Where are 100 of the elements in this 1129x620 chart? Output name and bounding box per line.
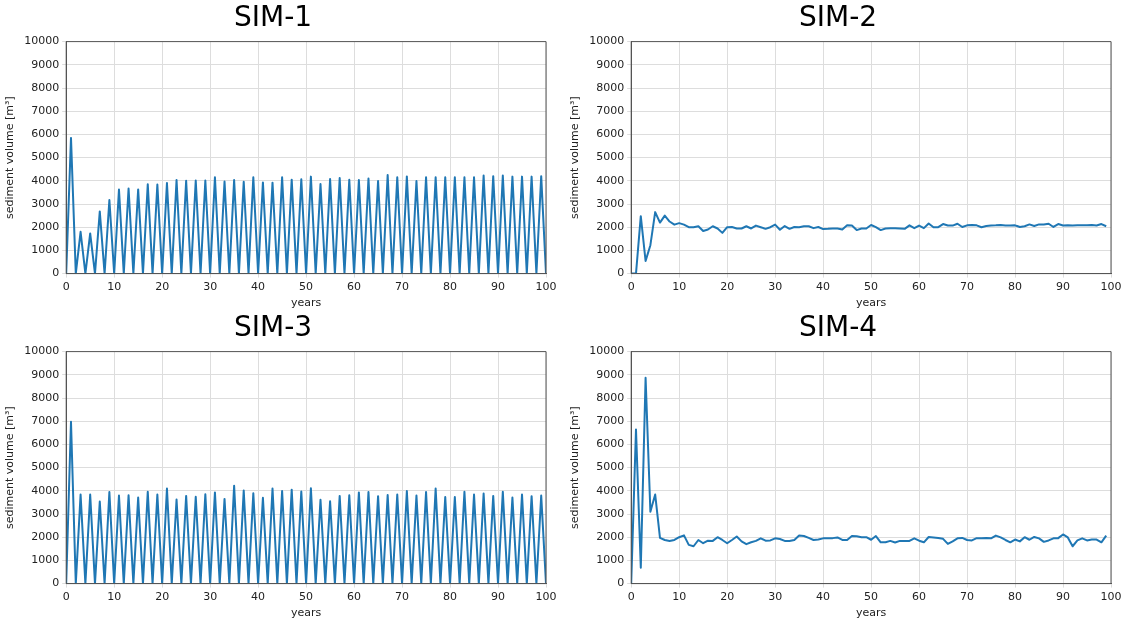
y-tick-label: 0 — [52, 576, 60, 590]
x-tick-label: 80 — [443, 590, 458, 604]
y-axis-title: sediment volume [m³] — [3, 96, 17, 219]
chart-title: SIM-1 — [233, 0, 313, 34]
y-tick-label: 8000 — [31, 80, 60, 94]
y-tick-label: 5000 — [31, 460, 60, 474]
y-tick-label: 9000 — [596, 367, 625, 381]
y-axis-title: sediment volume [m³] — [568, 406, 582, 529]
y-tick-label: 9000 — [596, 57, 625, 71]
y-tick-label: 2000 — [31, 530, 60, 544]
y-tick-label: 10000 — [24, 34, 60, 48]
x-tick-label: 90 — [1056, 280, 1071, 294]
y-tick-label: 4000 — [596, 173, 625, 187]
y-tick-label: 4000 — [31, 483, 60, 497]
x-tick-label: 40 — [816, 280, 831, 294]
x-tick-label: 40 — [251, 590, 266, 604]
y-tick-label: 8000 — [596, 80, 625, 94]
x-tick-label: 10 — [107, 590, 122, 604]
x-axis-title: years — [290, 606, 322, 620]
x-tick-label: 30 — [203, 280, 218, 294]
y-tick-label: 7000 — [31, 414, 60, 428]
y-tick-label: 6000 — [596, 127, 625, 141]
x-tick-label: 100 — [1100, 280, 1122, 294]
y-tick-label: 9000 — [31, 57, 60, 71]
x-tick-label: 20 — [720, 590, 735, 604]
x-tick-label: 60 — [347, 280, 362, 294]
x-tick-label: 10 — [672, 590, 687, 604]
x-tick-label: 0 — [627, 280, 635, 294]
x-tick-label: 10 — [107, 280, 122, 294]
y-tick-label: 2000 — [31, 220, 60, 234]
x-tick-label: 50 — [864, 280, 879, 294]
y-tick-label: 2000 — [596, 530, 625, 544]
x-tick-label: 90 — [1056, 590, 1071, 604]
y-tick-label: 7000 — [31, 104, 60, 118]
x-tick-label: 40 — [816, 590, 831, 604]
y-tick-label: 0 — [617, 266, 625, 280]
x-tick-label: 70 — [395, 590, 410, 604]
y-tick-label: 4000 — [596, 483, 625, 497]
y-tick-label: 3000 — [31, 196, 60, 210]
x-tick-label: 80 — [443, 280, 458, 294]
x-tick-label: 0 — [62, 280, 70, 294]
y-tick-label: 8000 — [31, 390, 60, 404]
y-tick-label: 6000 — [31, 127, 60, 141]
y-tick-label: 2000 — [596, 220, 625, 234]
y-tick-label: 10000 — [589, 344, 625, 358]
x-tick-label: 90 — [491, 590, 506, 604]
x-tick-label: 100 — [1100, 590, 1122, 604]
x-tick-label: 100 — [535, 280, 557, 294]
x-tick-label: 60 — [347, 590, 362, 604]
y-tick-label: 5000 — [596, 460, 625, 474]
y-tick-label: 7000 — [596, 414, 625, 428]
x-tick-label: 30 — [768, 590, 783, 604]
x-tick-label: 20 — [155, 280, 170, 294]
x-tick-label: 50 — [299, 590, 314, 604]
y-tick-label: 1000 — [596, 243, 625, 257]
x-tick-label: 100 — [535, 590, 557, 604]
y-tick-label: 8000 — [596, 390, 625, 404]
chart-title: SIM-4 — [798, 310, 878, 344]
y-tick-label: 1000 — [31, 243, 60, 257]
y-tick-label: 6000 — [31, 437, 60, 451]
chart-title: SIM-2 — [798, 0, 878, 34]
y-tick-label: 1000 — [31, 553, 60, 567]
y-tick-label: 0 — [52, 266, 60, 280]
y-tick-label: 9000 — [31, 367, 60, 381]
x-tick-label: 60 — [912, 590, 927, 604]
y-tick-label: 10000 — [24, 344, 60, 358]
x-tick-label: 80 — [1008, 590, 1023, 604]
x-tick-label: 20 — [155, 590, 170, 604]
x-tick-label: 70 — [395, 280, 410, 294]
y-tick-label: 0 — [617, 576, 625, 590]
y-tick-label: 3000 — [596, 506, 625, 520]
x-tick-label: 60 — [912, 280, 927, 294]
x-axis-title: years — [855, 606, 887, 620]
x-tick-label: 0 — [627, 590, 635, 604]
y-tick-label: 1000 — [596, 553, 625, 567]
y-tick-label: 7000 — [596, 104, 625, 118]
y-axis-title: sediment volume [m³] — [568, 96, 582, 219]
x-tick-label: 0 — [62, 590, 70, 604]
x-axis-title: years — [855, 296, 887, 310]
y-tick-label: 6000 — [596, 437, 625, 451]
x-tick-label: 50 — [299, 280, 314, 294]
y-tick-label: 10000 — [589, 34, 625, 48]
y-tick-label: 5000 — [596, 150, 625, 164]
x-tick-label: 70 — [960, 590, 975, 604]
y-tick-label: 5000 — [31, 150, 60, 164]
x-tick-label: 30 — [768, 280, 783, 294]
x-tick-label: 20 — [720, 280, 735, 294]
x-tick-label: 30 — [203, 590, 218, 604]
x-tick-label: 80 — [1008, 280, 1023, 294]
x-tick-label: 10 — [672, 280, 687, 294]
y-tick-label: 3000 — [31, 506, 60, 520]
x-tick-label: 70 — [960, 280, 975, 294]
x-tick-label: 40 — [251, 280, 266, 294]
y-tick-label: 3000 — [596, 196, 625, 210]
y-tick-label: 4000 — [31, 173, 60, 187]
x-axis-title: years — [290, 296, 322, 310]
chart-title: SIM-3 — [233, 310, 313, 344]
x-tick-label: 50 — [864, 590, 879, 604]
y-axis-title: sediment volume [m³] — [3, 406, 17, 529]
x-tick-label: 90 — [491, 280, 506, 294]
